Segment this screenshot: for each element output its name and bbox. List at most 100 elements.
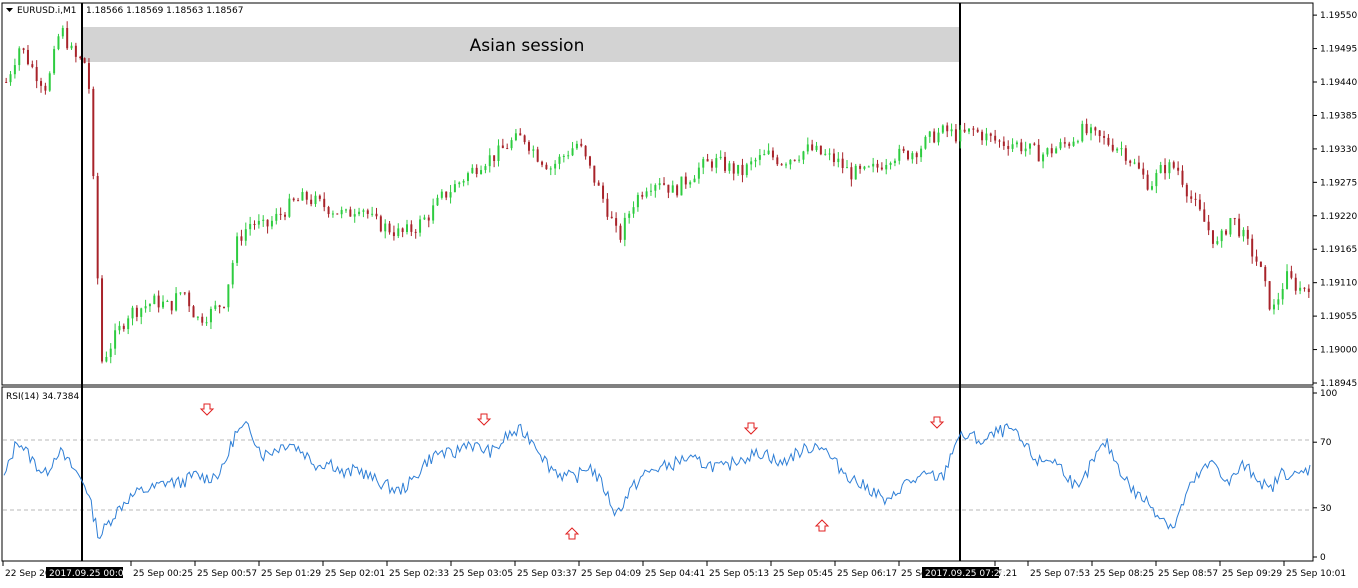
- candle-body: [1177, 167, 1180, 171]
- candle-body: [806, 144, 809, 152]
- candle-body: [893, 160, 896, 164]
- candle-body: [1011, 144, 1014, 149]
- candle-body: [1020, 142, 1023, 152]
- price-tick-label: 1.19385: [1320, 111, 1357, 121]
- rsi-tick-label: 70: [1320, 438, 1332, 448]
- candle-body: [401, 228, 404, 232]
- candle-body: [1259, 261, 1262, 267]
- candle-body: [1294, 277, 1297, 291]
- time-marker-box: [922, 567, 999, 578]
- candle-body: [562, 155, 565, 157]
- candle-body: [724, 156, 727, 171]
- candle-body: [697, 167, 700, 179]
- candle-body: [57, 36, 60, 50]
- candle-body: [1229, 218, 1232, 235]
- candle-body: [1137, 162, 1140, 169]
- candle-body: [209, 308, 212, 323]
- candle-body: [1050, 148, 1053, 154]
- candle-body: [680, 176, 683, 196]
- candle-body: [780, 164, 783, 166]
- candle-body: [911, 153, 914, 160]
- dropdown-triangle-icon[interactable]: [6, 8, 13, 12]
- time-tick-label: 25 Sep 07:53: [1030, 569, 1090, 579]
- candle-body: [1098, 130, 1101, 137]
- candle-body: [353, 214, 356, 217]
- candle-body: [371, 213, 374, 215]
- time-tick-label: 25 Sep 09:29: [1222, 569, 1282, 579]
- time-tick-label: 25 Sep 05:13: [709, 569, 769, 579]
- time-tick-label: 25 Sep 01:29: [261, 569, 321, 579]
- candle-body: [493, 155, 496, 162]
- candle-body: [1168, 162, 1171, 174]
- candle-body: [445, 191, 448, 198]
- time-marker-label: 2017.09.25 07:20: [925, 569, 1006, 579]
- candle-body: [358, 211, 361, 215]
- time-tick-label: 22 Sep 20: [5, 569, 51, 579]
- candle-body: [1299, 287, 1302, 291]
- candle-body: [1220, 230, 1223, 242]
- candle-body: [710, 161, 713, 168]
- candle-body: [201, 316, 204, 323]
- candle-body: [327, 207, 330, 215]
- candle-body: [1107, 137, 1110, 145]
- candle-body: [867, 166, 870, 168]
- candle-body: [811, 144, 814, 151]
- candle-body: [131, 307, 134, 319]
- candle-body: [74, 45, 77, 57]
- candle-body: [118, 325, 121, 331]
- rsi-panel[interactable]: [1, 386, 1314, 562]
- candle-body: [745, 164, 748, 176]
- time-tick-label: 25 Sep 10:01: [1286, 569, 1346, 579]
- price-panel[interactable]: [1, 2, 1314, 386]
- candle-body: [798, 159, 801, 161]
- candle-body: [488, 155, 491, 167]
- candle-body: [1307, 288, 1310, 293]
- candle-body: [1242, 229, 1245, 237]
- candle-body: [1081, 123, 1084, 142]
- candle-body: [427, 217, 430, 221]
- candle-body: [336, 213, 339, 215]
- candle-body: [571, 148, 574, 156]
- candle-body: [436, 197, 439, 206]
- candles-group: [5, 21, 1310, 364]
- candle-body: [1055, 148, 1058, 154]
- candle-body: [183, 292, 186, 294]
- session-label: Asian session: [470, 36, 585, 56]
- candle-body: [506, 148, 509, 150]
- candle-body: [523, 135, 526, 143]
- candle-body: [750, 161, 753, 165]
- candle-body: [405, 224, 408, 232]
- symbol-label[interactable]: EURUSD.i,M1: [17, 6, 76, 16]
- candle-body: [1072, 141, 1075, 146]
- time-tick-label: 25 Sep 00:57: [197, 569, 257, 579]
- candle-body: [1089, 127, 1092, 134]
- candle-body: [898, 148, 901, 161]
- candle-body: [501, 145, 504, 149]
- candle-body: [1246, 229, 1249, 239]
- rsi-series-line: [3, 420, 1311, 540]
- sell-arrow-icon: [199, 403, 215, 416]
- price-tick-label: 1.19055: [1320, 312, 1357, 322]
- candle-body: [915, 153, 918, 158]
- price-tick-label: 1.19440: [1320, 78, 1357, 88]
- candle-body: [1207, 221, 1210, 231]
- candle-body: [1281, 288, 1284, 300]
- candle-body: [218, 305, 221, 307]
- candle-body: [558, 156, 561, 164]
- candle-body: [880, 167, 883, 170]
- candle-body: [31, 64, 34, 67]
- rsi-label: RSI(14) 34.7384: [6, 392, 79, 402]
- candle-body: [262, 219, 265, 221]
- candle-body: [244, 229, 247, 241]
- candle-body: [1303, 287, 1306, 289]
- candle-body: [70, 45, 73, 49]
- candle-body: [1063, 142, 1066, 144]
- time-tick-label: 25 Sep 08:57: [1158, 569, 1218, 579]
- rsi-tick-label: 30: [1320, 504, 1332, 514]
- candle-body: [114, 330, 117, 349]
- time-tick-label: 25 Sep 04:09: [581, 569, 641, 579]
- candle-body: [658, 183, 661, 186]
- buy-arrow-icon: [564, 527, 580, 540]
